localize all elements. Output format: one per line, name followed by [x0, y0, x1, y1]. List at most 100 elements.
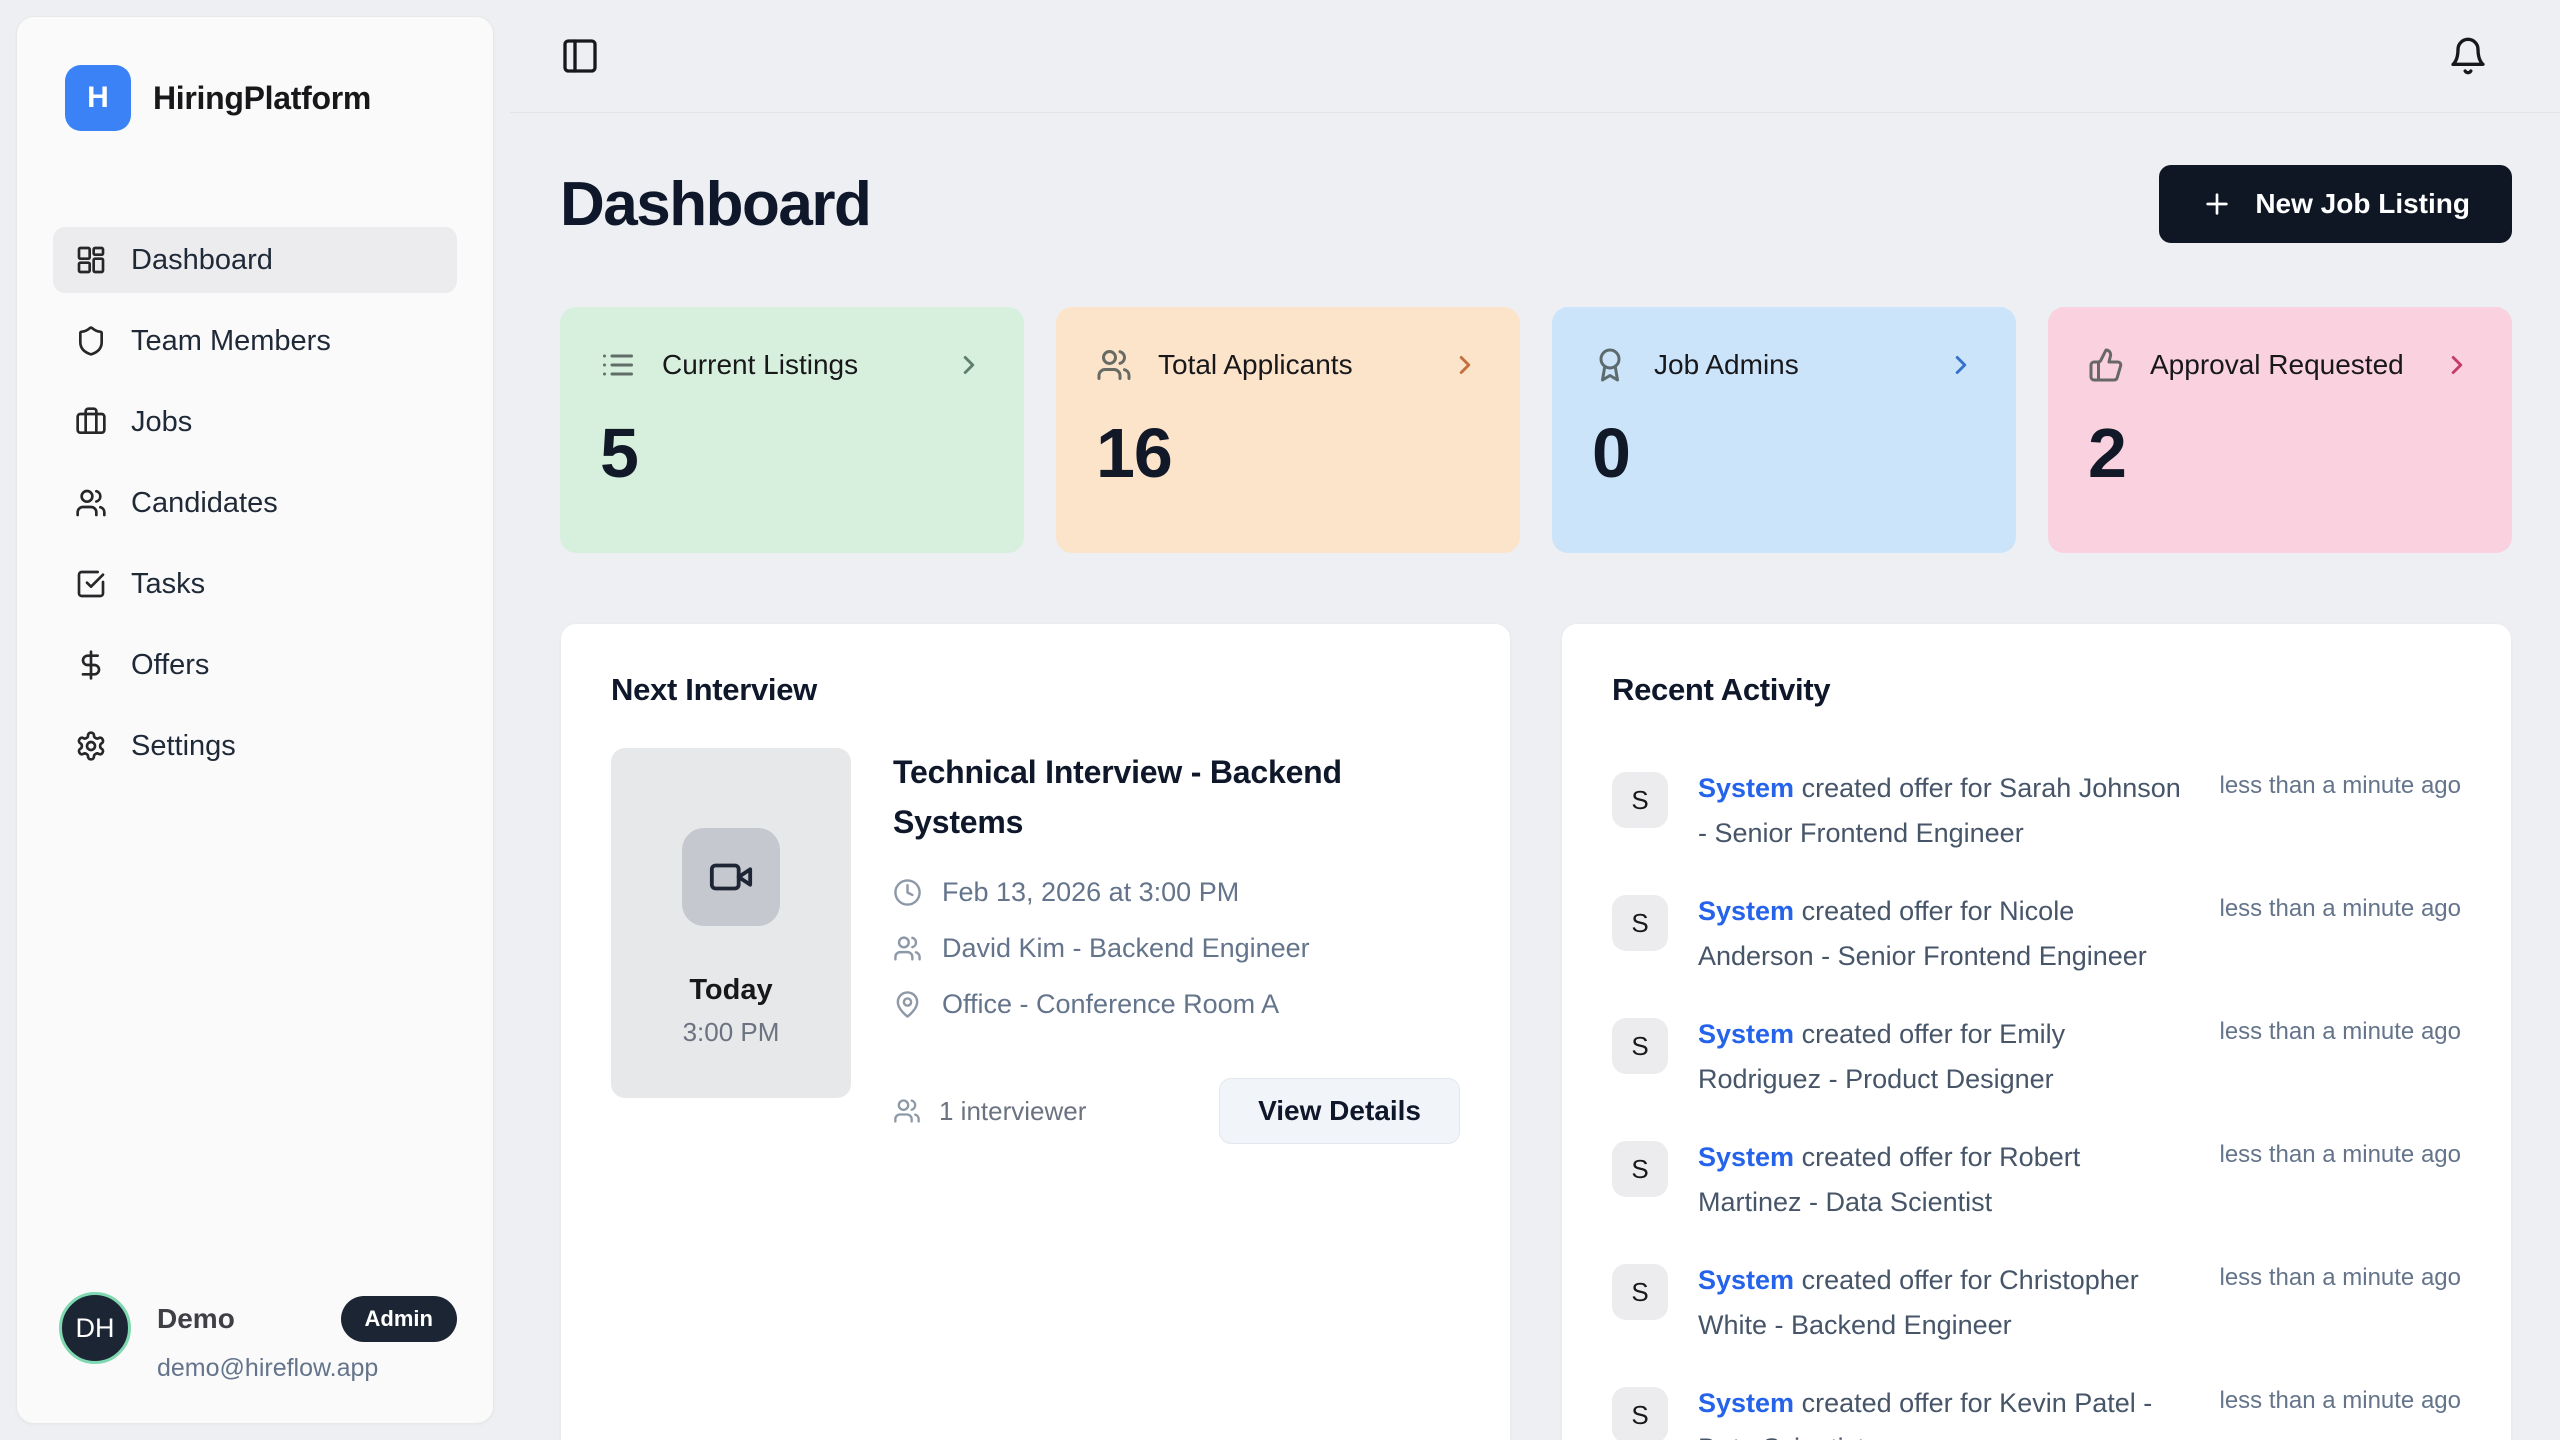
activity-text: System created offer for Emily Rodriguez… — [1698, 1019, 2066, 1094]
activity-text: System created offer for Kevin Patel - D… — [1698, 1388, 2153, 1440]
stat-value: 5 — [600, 414, 639, 492]
dollar-icon — [81, 650, 101, 680]
sidebar-item-label: Jobs — [131, 405, 193, 438]
activity-item: S System created offer for Robert Martin… — [1612, 1135, 2461, 1224]
activity-item: S System created offer for Christopher W… — [1612, 1258, 2461, 1347]
chevron-right-icon — [1459, 356, 1471, 374]
topbar — [510, 0, 2560, 113]
activity-actor-link[interactable]: System — [1698, 1142, 1795, 1173]
plus-icon — [2206, 193, 2228, 215]
sidebar-item-label: Offers — [131, 648, 210, 681]
interviewer-count: 1 interviewer — [893, 1096, 1086, 1127]
users-icon — [894, 936, 921, 961]
recent-activity-title: Recent Activity — [1612, 672, 1831, 707]
interview-candidate-row: David Kim - Backend Engineer — [893, 933, 1460, 964]
activity-list: S System created offer for Sarah Johnson… — [1612, 766, 2461, 1440]
sidebar-nav: Dashboard Team Members Jobs Candidates T… — [53, 227, 457, 779]
sidebar-item-label: Candidates — [131, 486, 278, 519]
sidebar-item-jobs[interactable]: Jobs — [53, 389, 457, 455]
activity-item: S System created offer for Kevin Patel -… — [1612, 1381, 2461, 1440]
sidebar-item-label: Settings — [131, 729, 236, 762]
user-profile[interactable]: DH Demo Admin demo@hireflow.app — [53, 1292, 457, 1383]
activity-item: S System created offer for Emily Rodrigu… — [1612, 1012, 2461, 1101]
activity-text: System created offer for Nicole Anderson… — [1698, 896, 2147, 971]
activity-text: System created offer for Robert Martinez… — [1698, 1142, 2081, 1217]
thumbs-up-icon — [2089, 348, 2123, 382]
activity-actor-link[interactable]: System — [1698, 896, 1795, 927]
interview-day: Today — [689, 974, 773, 1006]
square-check-icon — [77, 570, 105, 598]
brand: H HiringPlatform — [53, 65, 457, 131]
app-logo: H — [65, 65, 131, 131]
shield-icon — [79, 326, 103, 356]
recent-activity-panel: Recent Activity S System created offer f… — [1561, 623, 2512, 1440]
gear-icon — [77, 731, 105, 761]
stat-label: Total Applicants — [1158, 349, 1353, 380]
activity-timestamp: less than a minute ago — [2219, 1141, 2462, 1169]
activity-avatar: S — [1612, 1141, 1668, 1198]
activity-avatar: S — [1612, 895, 1668, 952]
sidebar-item-tasks[interactable]: Tasks — [53, 551, 457, 617]
stat-label: Current Listings — [662, 349, 859, 380]
stat-cards: Current Listings 5 Total Applicants 16 J… — [560, 307, 2512, 553]
stat-card-job-admins[interactable]: Job Admins 0 — [1552, 307, 2016, 553]
sidebar-item-offers[interactable]: Offers — [53, 632, 457, 698]
activity-item: S System created offer for Nicole Anders… — [1612, 889, 2461, 978]
page-title: Dashboard — [560, 169, 872, 239]
activity-avatar: S — [1612, 772, 1668, 828]
sidebar-item-label: Dashboard — [131, 243, 273, 276]
video-icon-tile — [682, 828, 780, 926]
sidebar-item-dashboard[interactable]: Dashboard — [53, 227, 457, 293]
activity-actor-link[interactable]: System — [1698, 1019, 1795, 1050]
new-job-listing-button[interactable]: New Job Listing — [2159, 165, 2512, 243]
user-email: demo@hireflow.app — [157, 1354, 379, 1382]
users-icon — [1097, 350, 1131, 380]
sidebar-item-settings[interactable]: Settings — [53, 713, 457, 779]
stat-value: 16 — [1096, 414, 1173, 492]
dashboard-grid-icon — [77, 246, 105, 274]
chevron-right-icon — [1955, 356, 1967, 374]
sidebar-item-candidates[interactable]: Candidates — [53, 470, 457, 536]
stat-label: Approval Requested — [2150, 349, 2404, 380]
interview-datetime-row: Feb 13, 2026 at 3:00 PM — [893, 877, 1460, 908]
user-avatar: DH — [59, 1292, 131, 1364]
activity-avatar: S — [1612, 1387, 1668, 1440]
users-icon — [76, 489, 106, 517]
activity-timestamp: less than a minute ago — [2219, 1264, 2462, 1292]
interview-thumbnail: Today 3:00 PM — [611, 748, 851, 1098]
sidebar-item-team-members[interactable]: Team Members — [53, 308, 457, 374]
sidebar-toggle-icon[interactable] — [560, 36, 600, 76]
view-details-button[interactable]: View Details — [1219, 1078, 1460, 1145]
activity-timestamp: less than a minute ago — [2219, 1387, 2462, 1415]
activity-item: S System created offer for Sarah Johnson… — [1612, 766, 2461, 855]
activity-actor-link[interactable]: System — [1698, 1265, 1795, 1296]
award-icon — [1599, 348, 1621, 382]
next-interview-title: Next Interview — [611, 672, 817, 707]
activity-timestamp: less than a minute ago — [2219, 1018, 2462, 1046]
stat-card-approval-requested[interactable]: Approval Requested 2 — [2048, 307, 2512, 553]
sidebar-item-label: Tasks — [131, 567, 206, 600]
stat-card-current-listings[interactable]: Current Listings 5 — [560, 307, 1024, 553]
main-area: Dashboard New Job Listing Current Listin… — [510, 0, 2560, 1440]
users-icon — [894, 1099, 920, 1123]
stat-value: 2 — [2088, 414, 2127, 492]
user-meta: Demo Admin demo@hireflow.app — [157, 1292, 457, 1383]
app-name: HiringPlatform — [153, 79, 372, 116]
chevron-right-icon — [2451, 356, 2463, 374]
sidebar: H HiringPlatform Dashboard Team Members … — [16, 16, 494, 1424]
activity-text: System created offer for Sarah Johnson -… — [1698, 773, 2181, 848]
activity-actor-link[interactable]: System — [1698, 1388, 1795, 1419]
user-name: Demo — [157, 1303, 235, 1334]
activity-avatar: S — [1612, 1018, 1668, 1075]
activity-text: System created offer for Christopher Whi… — [1698, 1265, 2139, 1340]
video-icon — [709, 863, 753, 891]
sidebar-item-label: Team Members — [131, 324, 331, 357]
bell-icon[interactable] — [2448, 36, 2488, 76]
stat-card-total-applicants[interactable]: Total Applicants 16 — [1056, 307, 1520, 553]
content: Dashboard New Job Listing Current Listin… — [510, 113, 2560, 1440]
user-role-badge: Admin — [340, 1296, 457, 1342]
chevron-right-icon — [963, 356, 975, 374]
briefcase-icon — [76, 407, 106, 434]
activity-actor-link[interactable]: System — [1698, 773, 1795, 803]
clock-icon — [894, 879, 921, 906]
